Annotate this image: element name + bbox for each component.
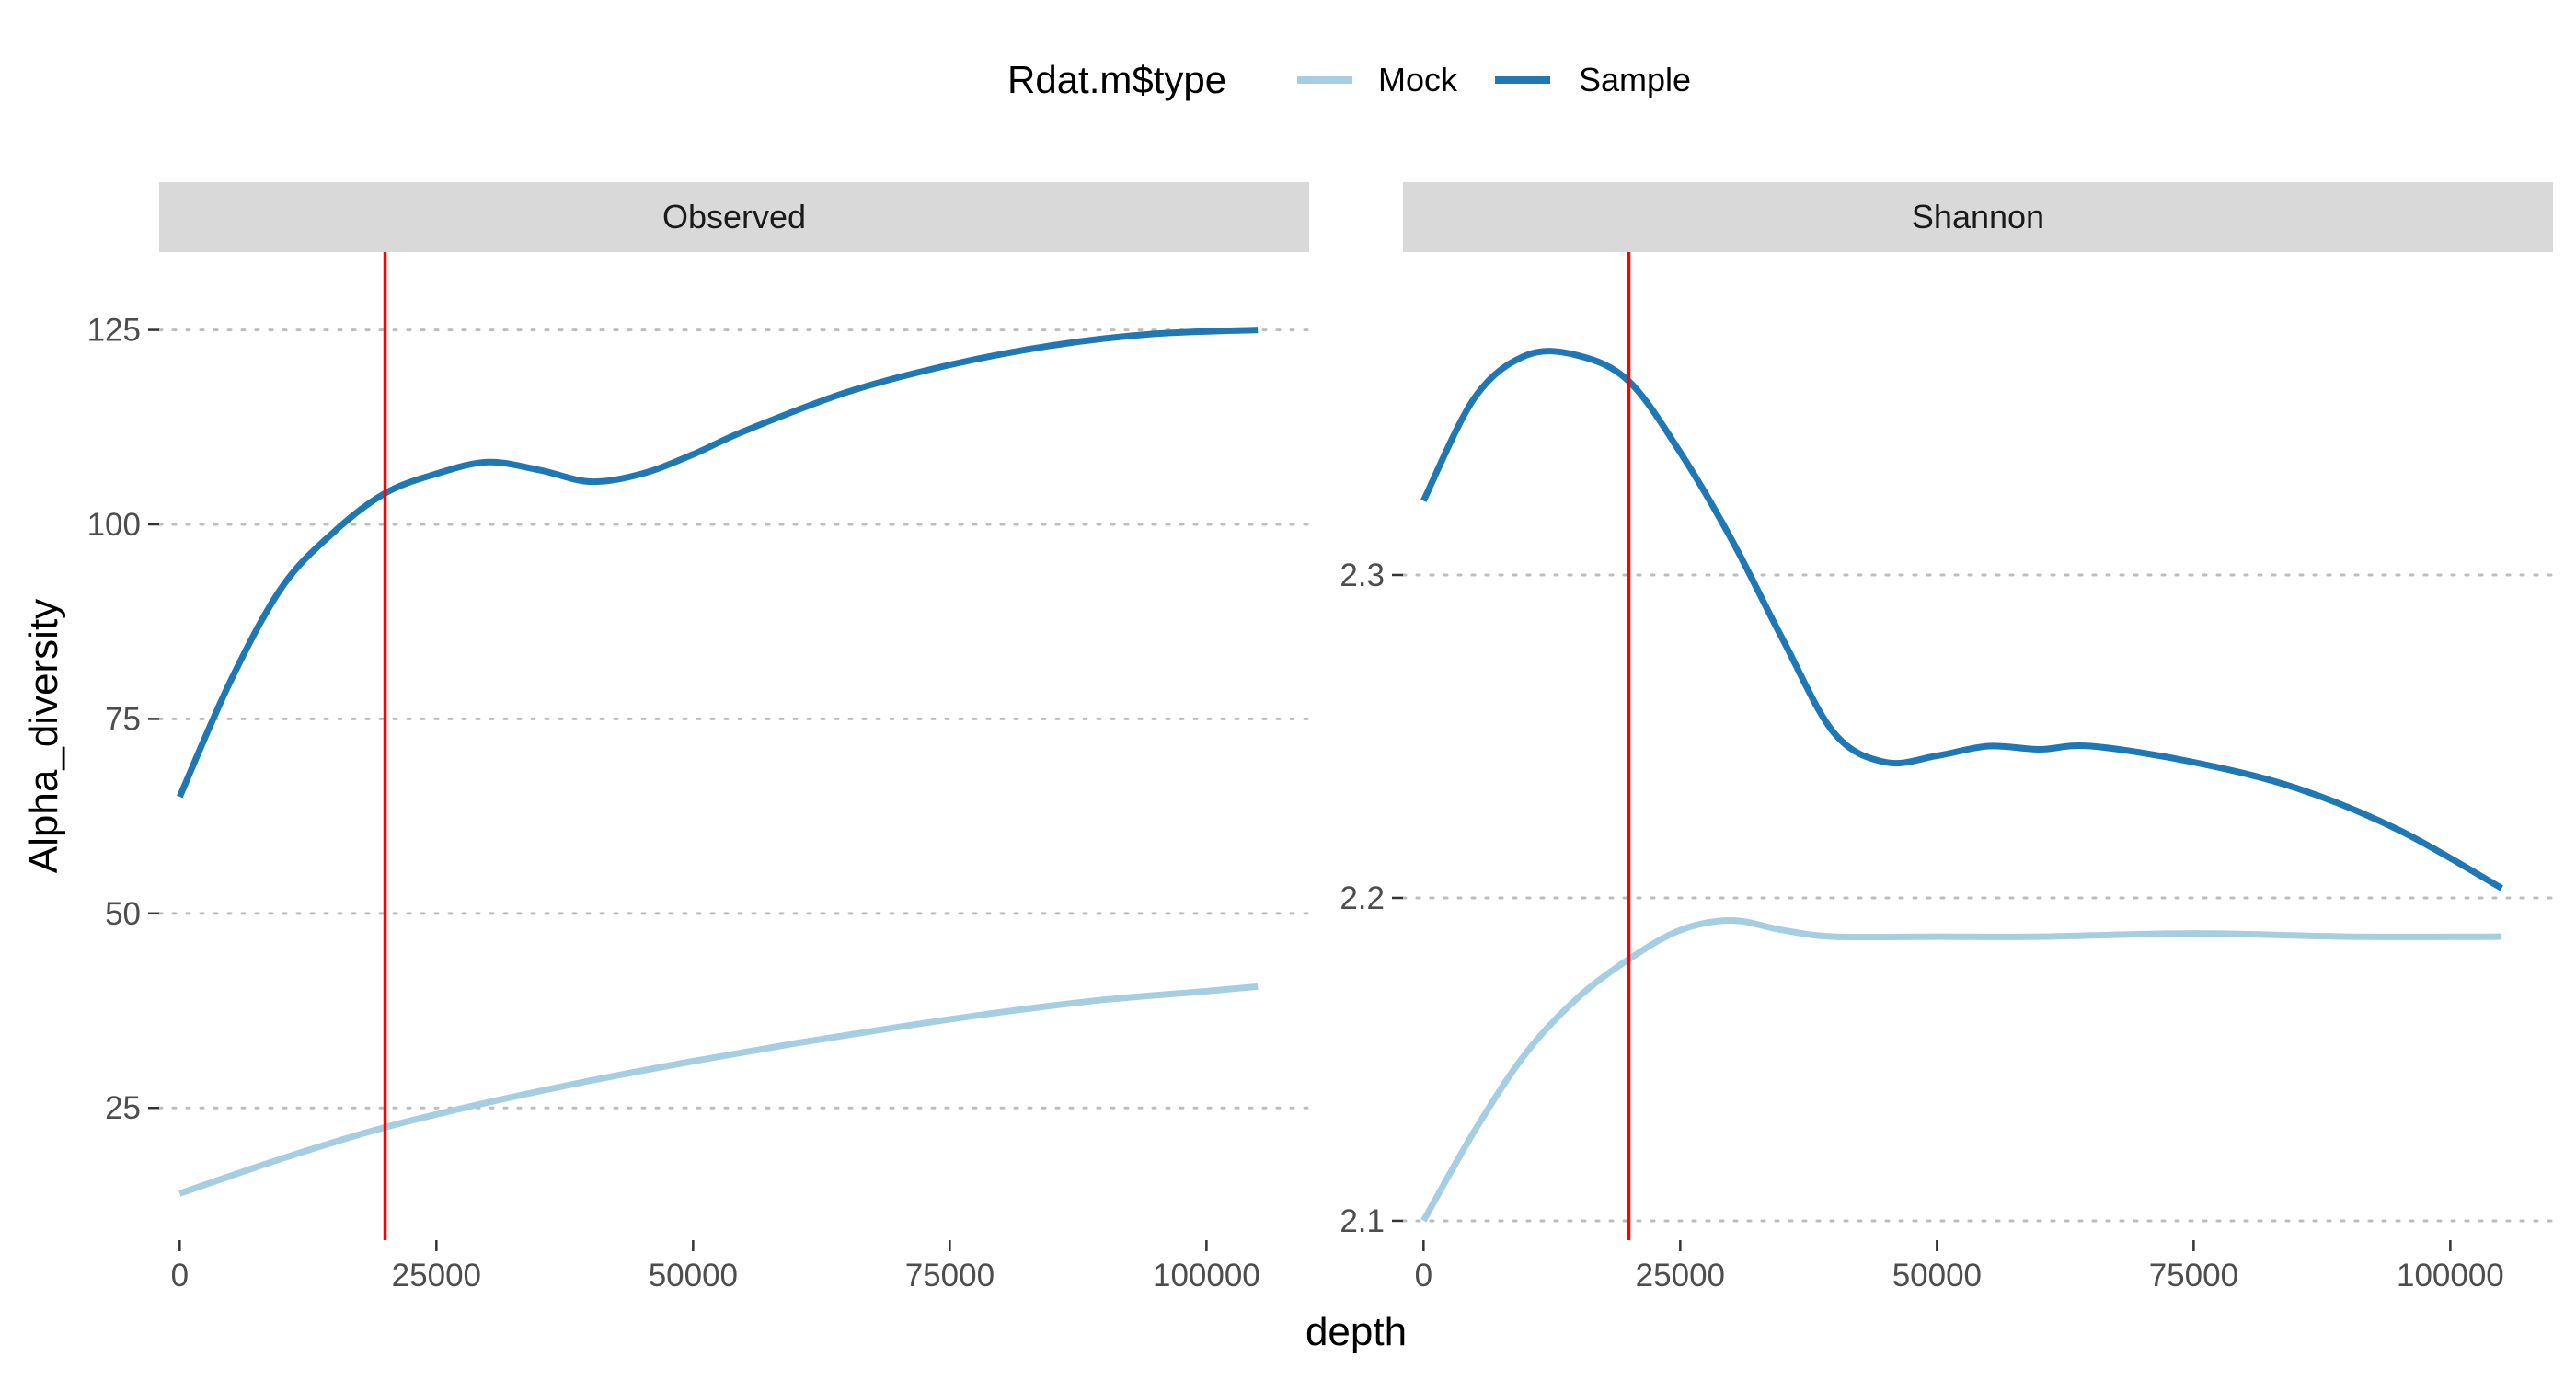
y-tick-label: 2.3	[1340, 558, 1385, 593]
legend-label-sample: Sample	[1579, 61, 1691, 98]
y-tick-label: 50	[105, 896, 141, 932]
x-tick-label: 0	[1415, 1258, 1432, 1294]
y-axis-title: Alpha_diversity	[21, 599, 66, 873]
y-tick-label: 2.1	[1340, 1203, 1385, 1239]
series-line-sample	[1420, 348, 2503, 891]
x-tick-label: 50000	[1892, 1258, 1982, 1294]
series-line-mock	[1420, 917, 2502, 1223]
y-tick-label: 25	[105, 1090, 141, 1126]
legend: Rdat.m$type Mock Sample	[1007, 58, 1691, 101]
x-tick-label: 75000	[2149, 1258, 2238, 1294]
x-tick-label: 100000	[1153, 1258, 1260, 1294]
x-tick-label: 25000	[392, 1258, 481, 1294]
y-tick-label: 75	[105, 701, 141, 737]
series-line-sample	[177, 327, 1259, 799]
facet-label-shannon: Shannon	[1912, 198, 2044, 236]
facet-label-observed: Observed	[662, 198, 806, 236]
x-tick-label: 100000	[2397, 1258, 2504, 1294]
y-tick-label: 2.2	[1340, 880, 1385, 916]
y-tick-label: 100	[87, 507, 141, 543]
x-tick-label: 75000	[905, 1258, 995, 1294]
legend-label-mock: Mock	[1378, 61, 1458, 98]
legend-title: Rdat.m$type	[1007, 58, 1226, 101]
series-line-mock	[178, 983, 1259, 1197]
panel-shannon: 2.1 2.2 2.3 0 25000 50000 75000 100000	[1340, 252, 2555, 1294]
panel-observed: 25 50 75 100 125 0 25000 50000 75000 100000	[87, 252, 1311, 1294]
y-tick-label: 125	[87, 313, 141, 349]
facet-strip-observed	[159, 182, 1309, 252]
x-axis-title: depth	[1305, 1309, 1407, 1354]
facet-strip-shannon	[1403, 182, 2553, 252]
x-tick-label: 50000	[649, 1258, 738, 1294]
x-tick-label: 25000	[1636, 1258, 1725, 1294]
x-tick-label: 0	[171, 1258, 189, 1294]
